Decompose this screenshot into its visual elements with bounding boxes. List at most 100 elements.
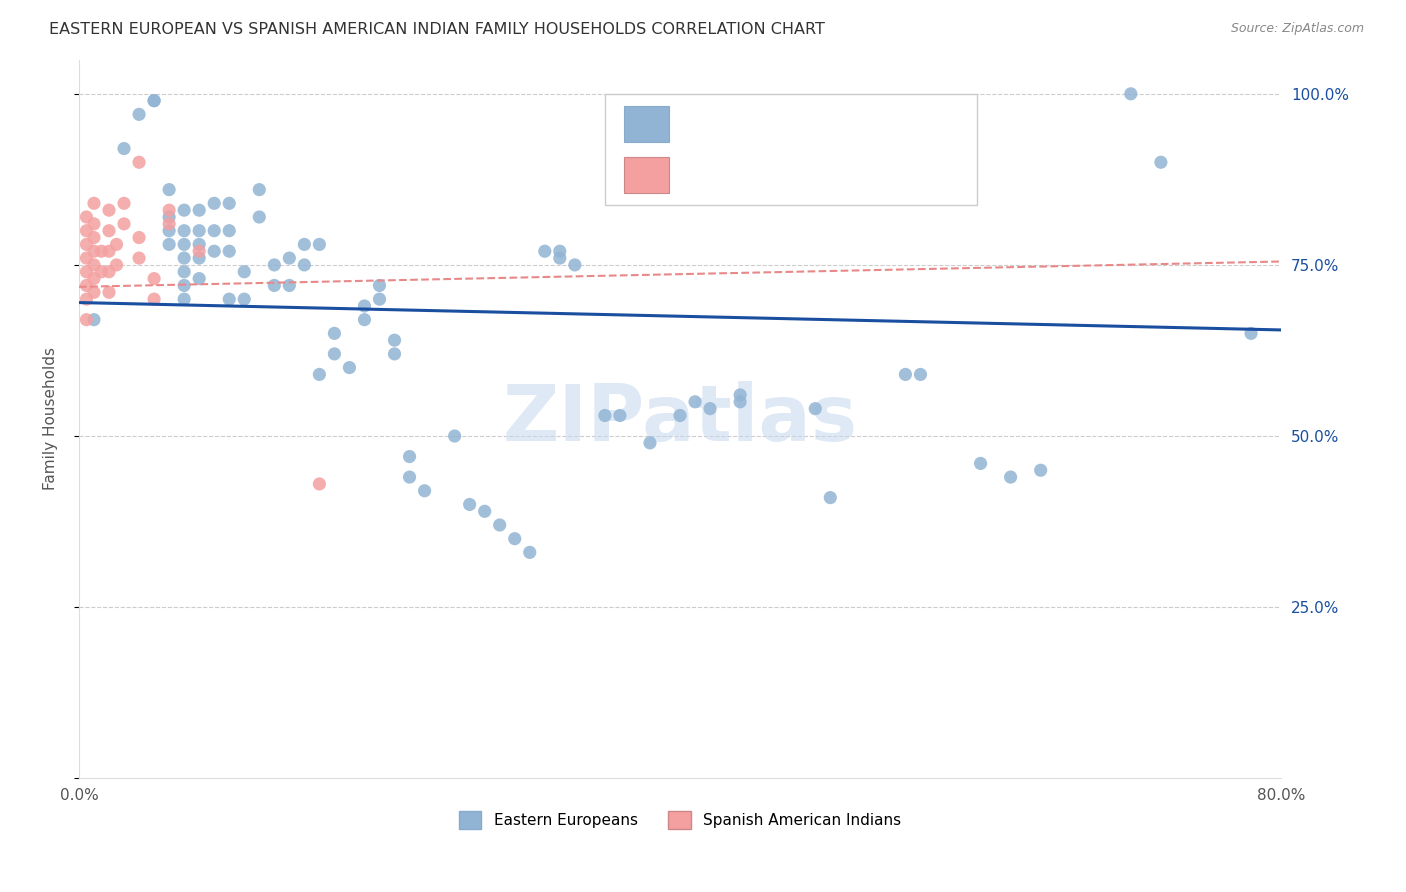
Point xyxy=(609,409,631,423)
Point xyxy=(398,450,420,464)
Point xyxy=(308,477,330,491)
Point xyxy=(75,224,97,238)
Point xyxy=(247,210,270,224)
Point xyxy=(353,312,375,326)
Point xyxy=(353,299,375,313)
Text: 80: 80 xyxy=(882,114,908,133)
Point xyxy=(278,251,301,265)
Point xyxy=(1119,87,1142,101)
Point xyxy=(173,278,195,293)
Point xyxy=(1000,470,1022,484)
Point xyxy=(368,278,391,293)
Point xyxy=(188,251,211,265)
Point xyxy=(1240,326,1263,341)
Point xyxy=(83,258,105,272)
Point xyxy=(143,292,166,306)
Point xyxy=(669,409,692,423)
Point xyxy=(458,498,481,512)
Text: R =: R = xyxy=(679,166,718,184)
Point xyxy=(83,271,105,285)
Text: 0.016: 0.016 xyxy=(727,166,794,185)
Point xyxy=(202,196,225,211)
Point xyxy=(157,183,180,197)
Point xyxy=(548,251,571,265)
Point xyxy=(910,368,932,382)
Text: -0.052: -0.052 xyxy=(727,114,796,133)
Point xyxy=(683,394,706,409)
Point xyxy=(548,244,571,259)
Point xyxy=(263,258,285,272)
Point xyxy=(143,94,166,108)
Point xyxy=(105,258,128,272)
Text: R =: R = xyxy=(679,115,718,133)
Point xyxy=(188,203,211,218)
Point xyxy=(173,265,195,279)
Point xyxy=(488,518,510,533)
Point xyxy=(75,278,97,293)
Point xyxy=(474,504,496,518)
Point xyxy=(202,244,225,259)
Point xyxy=(98,203,121,218)
Point xyxy=(728,394,751,409)
Point xyxy=(188,271,211,285)
Point xyxy=(143,94,166,108)
Point xyxy=(83,196,105,211)
Y-axis label: Family Households: Family Households xyxy=(44,347,58,491)
Point xyxy=(83,312,105,326)
Point xyxy=(90,244,112,259)
Point xyxy=(820,491,842,505)
Point xyxy=(143,271,166,285)
Point xyxy=(157,237,180,252)
Text: N =: N = xyxy=(834,166,873,184)
Point xyxy=(83,285,105,300)
Point xyxy=(157,203,180,218)
Point xyxy=(202,224,225,238)
Point xyxy=(128,230,150,244)
Point xyxy=(105,237,128,252)
Text: ZIPatlas: ZIPatlas xyxy=(502,381,858,457)
Point xyxy=(173,292,195,306)
Point xyxy=(1029,463,1052,477)
Point xyxy=(292,237,315,252)
Point xyxy=(75,237,97,252)
Point xyxy=(75,312,97,326)
Point xyxy=(218,244,240,259)
Text: N =: N = xyxy=(834,115,873,133)
Point xyxy=(533,244,555,259)
Point xyxy=(564,258,586,272)
Point xyxy=(804,401,827,416)
Point xyxy=(98,244,121,259)
Point xyxy=(443,429,465,443)
Point xyxy=(218,224,240,238)
Point xyxy=(157,217,180,231)
Point xyxy=(188,244,211,259)
Point xyxy=(83,217,105,231)
Point xyxy=(308,237,330,252)
Point xyxy=(593,409,616,423)
Point xyxy=(278,278,301,293)
Point xyxy=(75,210,97,224)
Point xyxy=(339,360,361,375)
Point xyxy=(75,292,97,306)
Point xyxy=(83,230,105,244)
Point xyxy=(157,224,180,238)
Point xyxy=(1150,155,1173,169)
Text: 35: 35 xyxy=(882,166,908,185)
Point xyxy=(188,224,211,238)
Point xyxy=(519,545,541,559)
Point xyxy=(173,224,195,238)
Point xyxy=(157,210,180,224)
Point xyxy=(98,265,121,279)
Point xyxy=(218,196,240,211)
Point xyxy=(128,155,150,169)
Point xyxy=(75,251,97,265)
Point xyxy=(384,333,406,347)
Point xyxy=(894,368,917,382)
Point xyxy=(128,251,150,265)
Point xyxy=(233,265,256,279)
Point xyxy=(503,532,526,546)
Point xyxy=(323,326,346,341)
Text: Source: ZipAtlas.com: Source: ZipAtlas.com xyxy=(1230,22,1364,36)
Point xyxy=(98,285,121,300)
Point xyxy=(638,435,661,450)
